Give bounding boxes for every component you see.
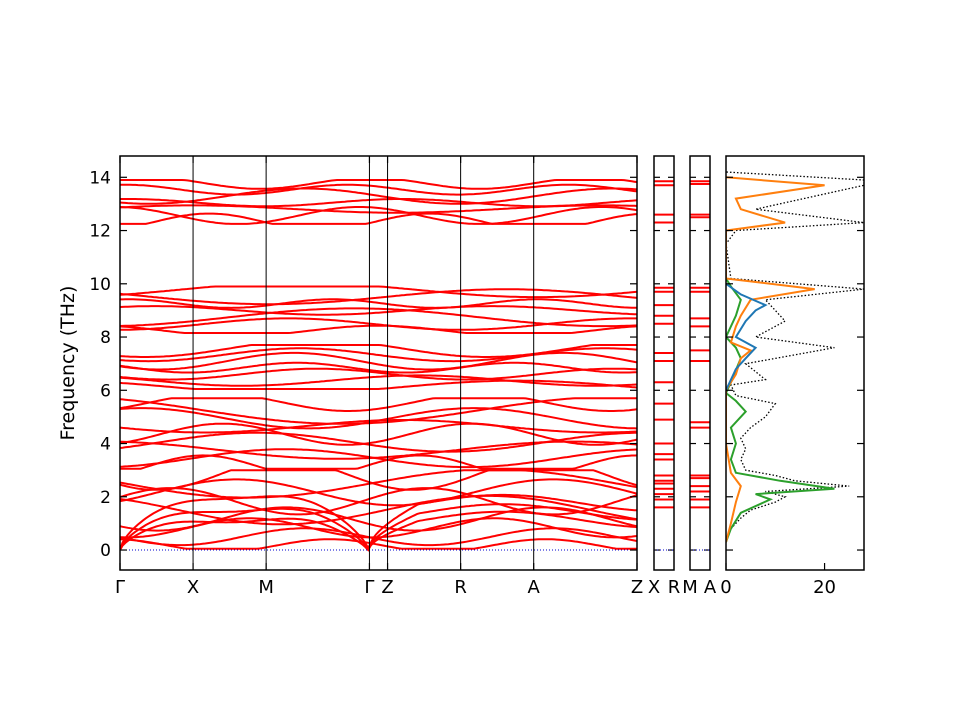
- band-line: [120, 422, 637, 446]
- band-line: [120, 431, 637, 453]
- band-line: [120, 538, 637, 550]
- y-tick-label: 12: [89, 222, 111, 242]
- band-line: [120, 212, 637, 225]
- segment-kpath-label: X: [648, 577, 660, 598]
- band-line: [120, 478, 637, 507]
- band-line: [120, 307, 637, 328]
- y-tick-label: 0: [100, 541, 111, 561]
- band-line: [120, 407, 637, 430]
- kpath-label: Z: [381, 577, 393, 598]
- kpath-label: Z: [631, 577, 643, 598]
- segment-ma-bands: [690, 180, 710, 551]
- segment-ma-frame: [689, 155, 711, 571]
- segment-kpath-label: R: [668, 577, 681, 598]
- band-line: [120, 187, 637, 205]
- band-line: [120, 298, 637, 309]
- band-line: [120, 198, 637, 208]
- dos-series: [726, 282, 768, 391]
- dos-panel: 0 20: [720, 155, 865, 598]
- dos-panel-frame: [725, 155, 865, 571]
- band-lines: [120, 179, 637, 552]
- segment-xr-bands: [654, 180, 674, 551]
- band-line: [120, 351, 637, 371]
- dos-y-ticks: [726, 176, 864, 551]
- y-axis-ticks: 0 2 4 6 8 10 12 14: [89, 168, 710, 561]
- segment-kpath-label: A: [704, 577, 717, 598]
- band-line: [120, 361, 637, 374]
- y-tick-label: 2: [100, 488, 111, 508]
- y-axis-label: Frequency (THz): [57, 286, 79, 441]
- kpath-label: A: [528, 577, 541, 598]
- kpath-label: X: [187, 577, 199, 598]
- kpath-label: Γ: [115, 577, 125, 598]
- segment-xr-frame: [653, 155, 675, 571]
- band-panel-frame: [119, 155, 638, 571]
- y-tick-label: 10: [89, 275, 111, 295]
- band-line: [120, 527, 637, 547]
- kpath-label: M: [258, 577, 274, 598]
- kpath-label: R: [454, 577, 467, 598]
- band-line: [120, 183, 637, 196]
- band-line: [120, 469, 637, 491]
- dos-series: [726, 277, 835, 543]
- band-line: [120, 469, 637, 499]
- band-line: [120, 285, 637, 299]
- band-line: [120, 487, 637, 516]
- dos-curves: [726, 171, 864, 543]
- segment-kpath-label: M: [682, 577, 698, 598]
- band-line: [120, 397, 637, 412]
- band-line: [120, 493, 637, 551]
- band-line: [120, 379, 637, 390]
- dos-x-ticks: 0 20: [720, 563, 836, 598]
- y-tick-label: 8: [100, 328, 111, 348]
- y-tick-label: 4: [100, 435, 111, 455]
- band-line: [120, 367, 637, 381]
- band-line: [120, 506, 637, 532]
- dos-series: [726, 176, 825, 543]
- band-line: [120, 288, 637, 306]
- band-line: [120, 305, 637, 316]
- y-tick-label: 14: [89, 168, 111, 188]
- band-line: [120, 374, 637, 387]
- band-line: [120, 494, 637, 526]
- band-line: [120, 344, 637, 358]
- y-tick-label: 6: [100, 381, 111, 401]
- band-line: [120, 179, 637, 190]
- dos-x-tick-label: 20: [813, 577, 836, 598]
- band-line: [120, 324, 637, 334]
- band-line: [120, 206, 637, 225]
- band-line: [120, 397, 637, 425]
- dos-x-tick-label: 0: [720, 577, 731, 598]
- kpath-label: Γ: [364, 577, 374, 598]
